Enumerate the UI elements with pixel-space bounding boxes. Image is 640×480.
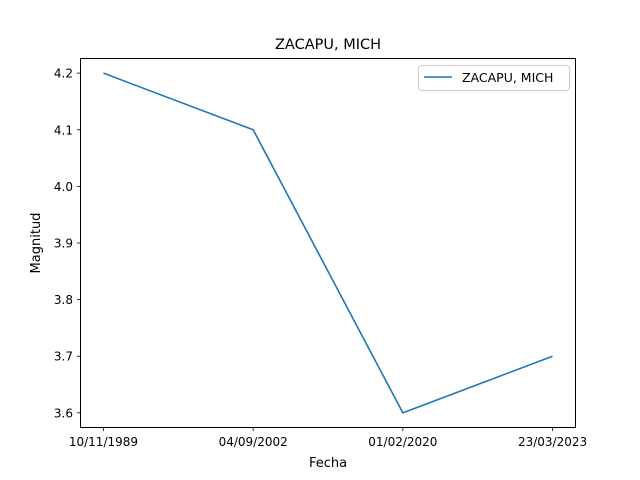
y-tick-label: 4.2 (54, 67, 73, 81)
chart-title: ZACAPU, MICH (275, 37, 381, 53)
plot-area (80, 58, 576, 428)
y-tick-label: 3.9 (54, 237, 73, 251)
legend-box (418, 65, 570, 91)
x-axis: 10/11/1989 04/09/2002 01/02/2020 23/03/2023 (69, 427, 587, 449)
y-tick-label: 4.0 (54, 180, 73, 194)
y-tick-label: 3.6 (54, 406, 73, 420)
x-axis-label: Fecha (309, 456, 347, 471)
legend: ZACAPU, MICH (418, 65, 570, 91)
y-axis-label: Magnitud (29, 213, 44, 274)
y-tick-label: 4.1 (54, 123, 73, 137)
x-tick-label: 01/02/2020 (368, 435, 437, 449)
x-tick-label: 04/09/2002 (219, 435, 288, 449)
y-tick-label: 3.7 (54, 350, 73, 364)
x-tick-label: 10/11/1989 (69, 435, 138, 449)
x-tick-label: 23/03/2023 (518, 435, 587, 449)
series-layer (103, 72, 553, 414)
series-line (103, 72, 553, 414)
y-axis: 3.6 3.7 3.8 3.9 4.0 4.1 4.2 (54, 67, 81, 420)
y-tick-label: 3.8 (54, 293, 73, 307)
legend-label: ZACAPU, MICH (462, 70, 553, 85)
